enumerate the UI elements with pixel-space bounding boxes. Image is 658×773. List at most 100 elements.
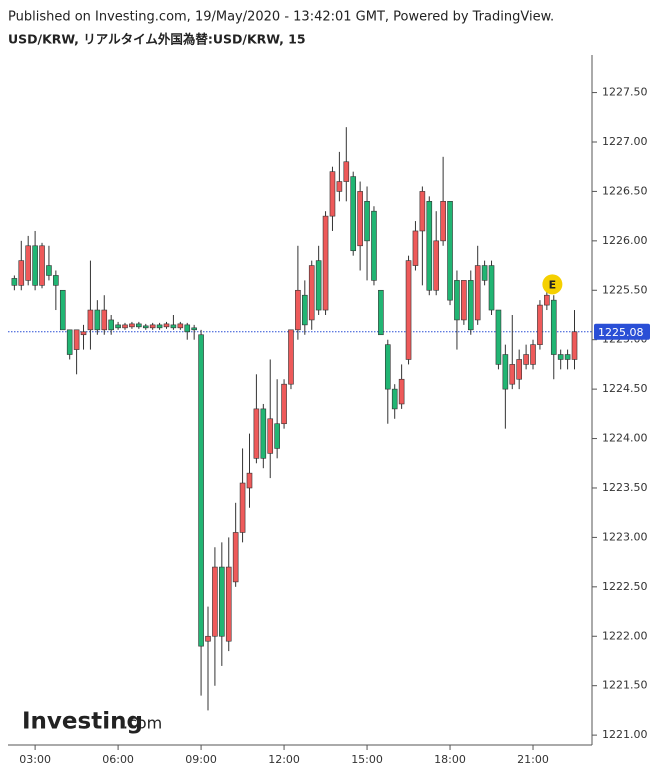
candle-body [53,275,59,286]
candle-body [108,319,114,331]
candle-body [39,245,45,286]
candle-body [336,181,343,192]
candle-body [205,635,211,642]
candle-body [378,289,384,336]
candle-body [481,265,488,281]
y-tick-label: 1226.50 [602,184,648,197]
candle-body [136,323,142,328]
candle-body [156,324,163,329]
candle-body [122,324,128,329]
candle-body [32,245,38,286]
candle-body [537,304,543,345]
candle-body [18,260,25,286]
logo-suffix: .com [123,714,162,733]
x-tick-label: 09:00 [185,753,217,766]
y-tick-label: 1223.50 [602,481,648,494]
event-marker [542,274,563,295]
event-marker-label: E [549,278,557,291]
y-tick-label: 1222.00 [602,629,648,642]
candle-body [25,245,31,281]
candle-body [288,329,294,385]
candle-body [544,294,550,306]
candle-body [467,280,474,331]
candle-body [46,265,52,276]
candle-body [474,265,481,321]
candle-body [219,566,225,637]
x-tick-label: 15:00 [351,753,383,766]
y-tick-label: 1223.00 [602,530,648,543]
candle-body [274,423,280,449]
candle-body [557,354,564,360]
candle-body [357,191,363,247]
candle-body [198,334,204,647]
candle-body [80,331,87,336]
candle-body [343,161,350,182]
candle-body [11,278,18,286]
candle-body [571,331,578,360]
candle-body [59,289,66,331]
candle-body [384,344,391,390]
y-tick-label: 1225.50 [602,283,648,296]
candle-body [412,230,419,266]
x-tick-label: 21:00 [517,753,549,766]
y-tick-label: 1226.00 [602,234,648,247]
y-tick-label: 1227.00 [602,135,648,148]
candle-body [129,323,135,328]
candle-body [454,280,460,321]
logo-name: Investing [22,709,143,735]
y-tick-label: 1227.50 [602,86,648,99]
candle-body [440,201,446,242]
candle-body [115,324,121,329]
candle-body [502,354,509,390]
y-tick-label: 1224.00 [602,432,648,445]
candle-body [94,309,101,331]
candle-body [212,566,218,637]
candle-body [433,240,440,291]
chart-subtitle: USD/KRW, リアルタイム外国為替:USD/KRW, 15 [8,32,306,47]
candle-body [426,201,433,291]
last-price-label: 1225.08 [598,326,644,339]
candle-body [550,299,557,355]
candle-body [246,472,253,489]
candle-body [253,408,260,459]
candle-body [66,329,73,355]
candle-body [170,324,177,329]
candle-body [232,532,239,583]
x-tick-label: 06:00 [102,753,134,766]
candle-body [87,309,94,331]
candle-body [267,418,274,454]
candle-body [302,294,308,326]
candle-body [308,265,315,321]
candle-body [322,215,329,311]
candle-body [461,280,467,321]
candle-body [73,329,80,350]
candle-body [398,378,405,405]
x-tick-label: 12:00 [268,753,300,766]
candle-body [391,388,398,410]
y-tick-label: 1224.50 [602,382,648,395]
candle-body [239,482,246,533]
candle-body [364,201,370,242]
chart-title: Published on Investing.com, 19/May/2020 … [8,10,554,25]
x-tick-label: 18:00 [434,753,466,766]
candle-body [281,383,287,425]
candle-body [295,289,301,331]
y-tick-label: 1221.50 [602,679,648,692]
candle-body [350,176,357,252]
y-tick-label: 1221.00 [602,728,648,741]
candle-body [101,309,108,331]
candle-body [191,327,197,331]
candle-body [177,323,184,329]
last-price-box [594,323,650,340]
candle-body [447,201,453,301]
candle-body [488,265,495,311]
candle-body [523,354,529,365]
candle-body [371,210,377,281]
candle-body [495,309,502,365]
candle-body [260,408,267,459]
candle-body [509,364,516,385]
candle-body [315,260,322,311]
candle-body [225,566,232,642]
candle-body [516,359,522,380]
